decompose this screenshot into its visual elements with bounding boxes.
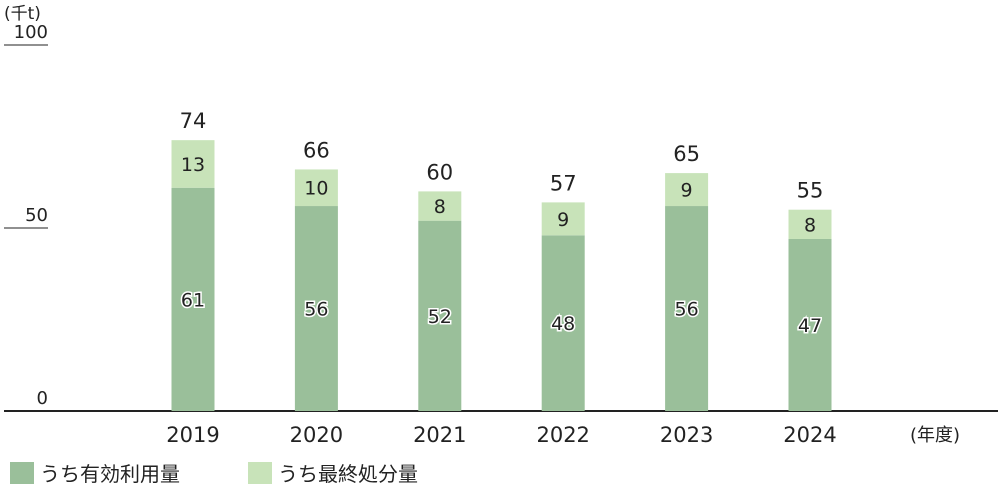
data-label-effective-use-2019: 61 (181, 289, 205, 311)
bar-segment-final-disposal-2020 (294, 169, 338, 207)
y-tick-label: 100 (14, 22, 48, 43)
y-axis: 100 50 0 (4, 22, 48, 409)
x-unit-label: (年度) (910, 425, 960, 446)
data-label-final-disposal-2022: 9 (557, 209, 569, 231)
data-label-final-disposal-2024: 8 (804, 214, 816, 236)
data-label-effective-use-2020: 56 (304, 299, 328, 321)
bar-segment-final-disposal-2022 (541, 202, 585, 236)
legend: うち有効利用量 うち最終処分量 (10, 462, 418, 486)
total-label-2021: 60 (426, 160, 453, 184)
bars-group: 61 13 74 56 10 66 52 8 60 48 9 57 56 9 65 47 8 55 (171, 109, 832, 411)
bar-segment-effective-use-2019 (171, 187, 215, 411)
total-label-2020: 66 (303, 138, 330, 162)
total-label-2023: 65 (673, 142, 700, 166)
y-unit-label: (千t) (4, 4, 41, 24)
x-tick-label-2024: 2024 (783, 423, 836, 447)
total-label-2019: 74 (180, 109, 207, 133)
bar-segment-effective-use-2020 (294, 206, 338, 411)
data-label-final-disposal-2023: 9 (681, 180, 693, 202)
bar-segment-effective-use-2022 (541, 235, 585, 411)
bar-segment-final-disposal-2024 (788, 209, 832, 239)
legend-label-effective-use: うち有効利用量 (40, 462, 180, 486)
y-tick-label: 0 (37, 388, 48, 409)
bar-segment-final-disposal-2023 (665, 173, 709, 207)
y-tick-label: 50 (25, 205, 48, 226)
x-tick-label-2021: 2021 (413, 423, 466, 447)
data-label-effective-use-2021: 52 (428, 306, 452, 328)
data-label-final-disposal-2020: 10 (304, 178, 328, 200)
x-tick-label-2023: 2023 (660, 423, 713, 447)
data-label-effective-use-2022: 48 (551, 313, 575, 335)
bar-segment-final-disposal-2019 (171, 140, 215, 188)
bar-segment-effective-use-2024 (788, 238, 832, 411)
data-label-final-disposal-2019: 13 (181, 154, 205, 176)
x-tick-label-2019: 2019 (166, 423, 219, 447)
legend-swatch-final-disposal (248, 462, 272, 484)
legend-label-final-disposal: うち最終処分量 (278, 462, 418, 486)
data-label-final-disposal-2021: 8 (434, 196, 446, 218)
x-tick-label-2022: 2022 (536, 423, 589, 447)
legend-swatch-effective-use (10, 462, 34, 484)
x-axis-labels: 2019 2020 2021 2022 2023 2024 (166, 423, 836, 447)
data-label-effective-use-2023: 56 (675, 299, 699, 321)
bar-segment-effective-use-2023 (665, 206, 709, 411)
bar-segment-final-disposal-2021 (418, 191, 462, 221)
total-label-2022: 57 (550, 171, 577, 195)
total-label-2024: 55 (797, 179, 824, 203)
data-label-effective-use-2024: 47 (798, 315, 822, 337)
bar-segment-effective-use-2021 (418, 220, 462, 411)
x-tick-label-2020: 2020 (290, 423, 343, 447)
